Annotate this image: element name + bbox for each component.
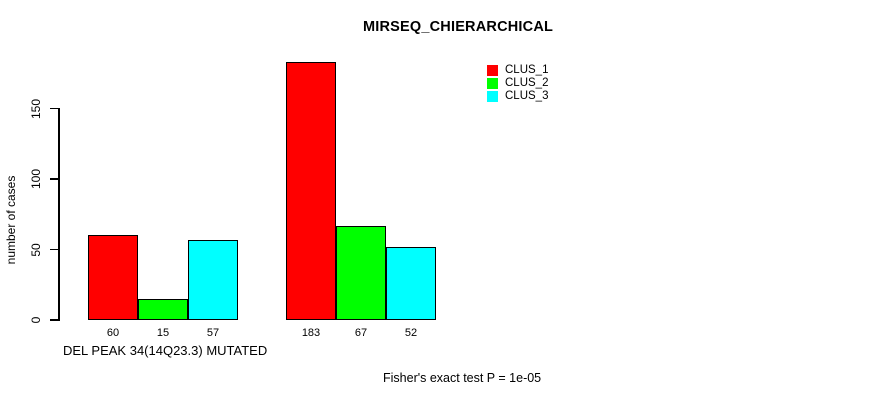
legend: CLUS_1 CLUS_2 CLUS_3 bbox=[487, 64, 548, 103]
bar-clus_3-group2 bbox=[386, 246, 436, 320]
chart-title: MIRSEQ_CHIERARCHICAL bbox=[362, 19, 554, 35]
y-axis-label: number of cases bbox=[4, 175, 18, 265]
y-tick-label: 150 bbox=[29, 98, 43, 119]
y-axis-line bbox=[58, 108, 60, 321]
legend-swatch-clus_1 bbox=[487, 64, 498, 76]
legend-item-clus_3: CLUS_3 bbox=[487, 90, 548, 103]
legend-item-clus_1: CLUS_1 bbox=[487, 64, 548, 77]
y-tick-mark bbox=[50, 178, 59, 180]
legend-label: CLUS_3 bbox=[505, 90, 549, 103]
bar-value-label: 57 bbox=[206, 327, 220, 339]
legend-item-clus_2: CLUS_2 bbox=[487, 77, 548, 90]
bar-clus_2-group2 bbox=[336, 225, 386, 320]
x-axis-label: DEL PEAK 34(14Q23.3) MUTATED bbox=[63, 343, 268, 358]
y-tick-mark bbox=[50, 248, 59, 251]
bar-value-label: 52 bbox=[404, 327, 418, 339]
bar-value-label: 183 bbox=[301, 327, 321, 339]
legend-label: CLUS_2 bbox=[505, 77, 549, 90]
bar-clus_1-group1 bbox=[88, 235, 138, 320]
bar-clus_3-group1 bbox=[188, 239, 238, 320]
footnote: Fisher's exact test P = 1e-05 bbox=[383, 371, 542, 385]
bar-value-label: 67 bbox=[354, 327, 368, 339]
bar-value-label: 60 bbox=[106, 327, 120, 339]
legend-swatch-clus_3 bbox=[487, 90, 498, 102]
legend-swatch-clus_2 bbox=[487, 77, 498, 89]
y-tick-mark bbox=[50, 319, 59, 321]
y-tick-label: 100 bbox=[29, 168, 43, 190]
bar-value-label: 15 bbox=[156, 327, 170, 339]
y-tick-label: 50 bbox=[29, 242, 43, 257]
bar-clus_1-group2 bbox=[286, 61, 336, 320]
y-tick-mark bbox=[50, 107, 59, 110]
y-tick-label: 0 bbox=[29, 316, 43, 324]
bar-clus_2-group1 bbox=[138, 298, 188, 320]
legend-label: CLUS_1 bbox=[505, 64, 549, 77]
